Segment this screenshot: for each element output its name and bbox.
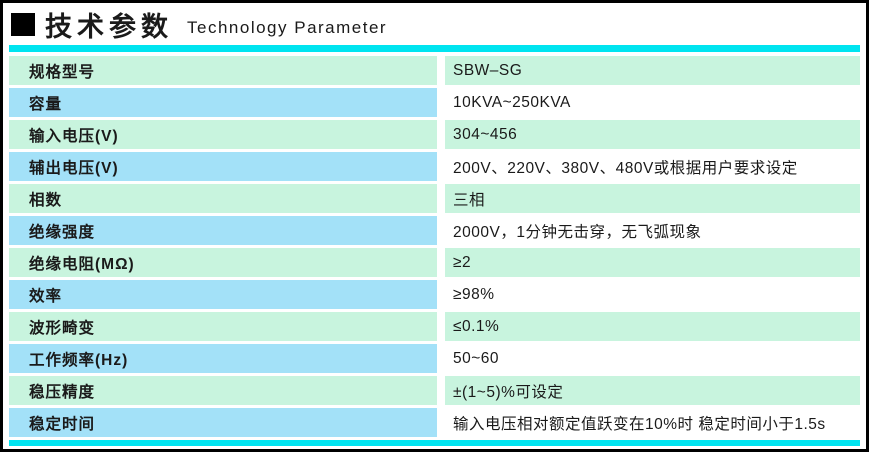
table-row: 工作频率(Hz) 50~60 [9,344,860,373]
param-value: 200V、220V、380V、480V或根据用户要求设定 [445,152,860,181]
param-value: ±(1~5)%可设定 [445,376,860,405]
table-row: 相数 三相 [9,184,860,213]
table-row: 输入电压(V) 304~456 [9,120,860,149]
param-value: 输入电压相对额定值跃变在10%时 稳定时间小于1.5s [445,408,860,437]
param-value: 10KVA~250KVA [445,88,860,117]
table-row: 效率 ≥98% [9,280,860,309]
param-label: 稳定时间 [9,408,437,437]
param-label: 工作频率(Hz) [9,344,437,373]
param-label: 输入电压(V) [9,120,437,149]
param-label: 规格型号 [9,56,437,85]
param-label: 稳压精度 [9,376,437,405]
page-title-cn: 技术参数 [45,11,173,42]
param-value: ≥98% [445,280,860,309]
param-value: 三相 [445,184,860,213]
param-value: 50~60 [445,344,860,373]
param-value: ≤0.1% [445,312,860,341]
section-header: 技术参数 Technology Parameter [9,3,860,45]
param-label: 波形畸变 [9,312,437,341]
table-row: 稳压精度 ±(1~5)%可设定 [9,376,860,405]
spec-table: 规格型号 SBW–SG 容量 10KVA~250KVA 输入电压(V) 304~… [9,56,860,437]
param-label: 效率 [9,280,437,309]
table-row: 辅出电压(V) 200V、220V、380V、480V或根据用户要求设定 [9,152,860,181]
table-row: 绝缘强度 2000V，1分钟无击穿，无飞弧现象 [9,216,860,245]
page-title-en: Technology Parameter [187,17,388,37]
accent-bar-bottom [9,440,860,446]
param-label: 绝缘强度 [9,216,437,245]
param-label: 绝缘电阻(MΩ) [9,248,437,277]
table-row: 绝缘电阻(MΩ) ≥2 [9,248,860,277]
param-value: 2000V，1分钟无击穿，无飞弧现象 [445,216,860,245]
param-value: 304~456 [445,120,860,149]
accent-bar-top [9,45,860,52]
table-row: 稳定时间 输入电压相对额定值跃变在10%时 稳定时间小于1.5s [9,408,860,437]
table-row: 规格型号 SBW–SG [9,56,860,85]
param-label: 相数 [9,184,437,213]
param-value: SBW–SG [445,56,860,85]
table-row: 容量 10KVA~250KVA [9,88,860,117]
param-label: 辅出电压(V) [9,152,437,181]
param-label: 容量 [9,88,437,117]
spec-sheet: 技术参数 Technology Parameter 规格型号 SBW–SG 容量… [9,3,860,446]
param-value: ≥2 [445,248,860,277]
table-row: 波形畸变 ≤0.1% [9,312,860,341]
section-marker-icon [11,12,35,36]
